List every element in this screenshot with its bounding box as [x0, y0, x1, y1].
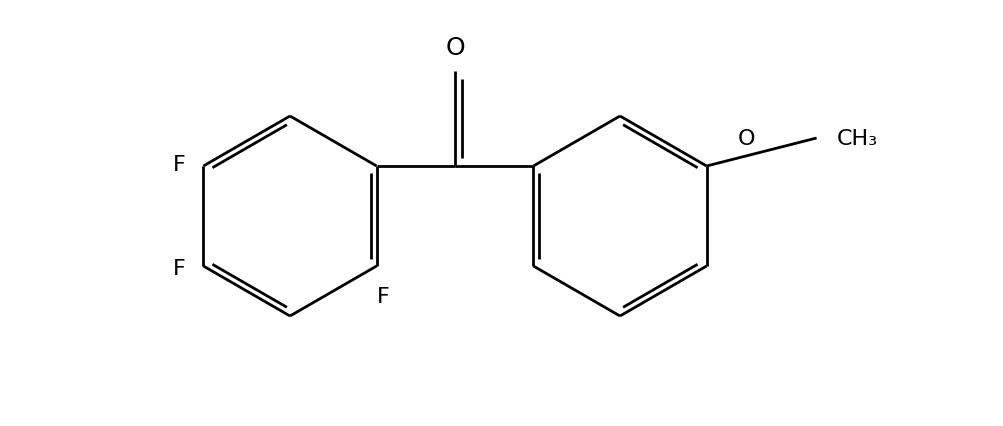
- Text: CH₃: CH₃: [835, 129, 877, 149]
- Text: O: O: [737, 129, 754, 149]
- Text: F: F: [376, 286, 389, 306]
- Text: F: F: [173, 259, 186, 279]
- Text: F: F: [173, 155, 186, 174]
- Text: O: O: [444, 36, 464, 60]
